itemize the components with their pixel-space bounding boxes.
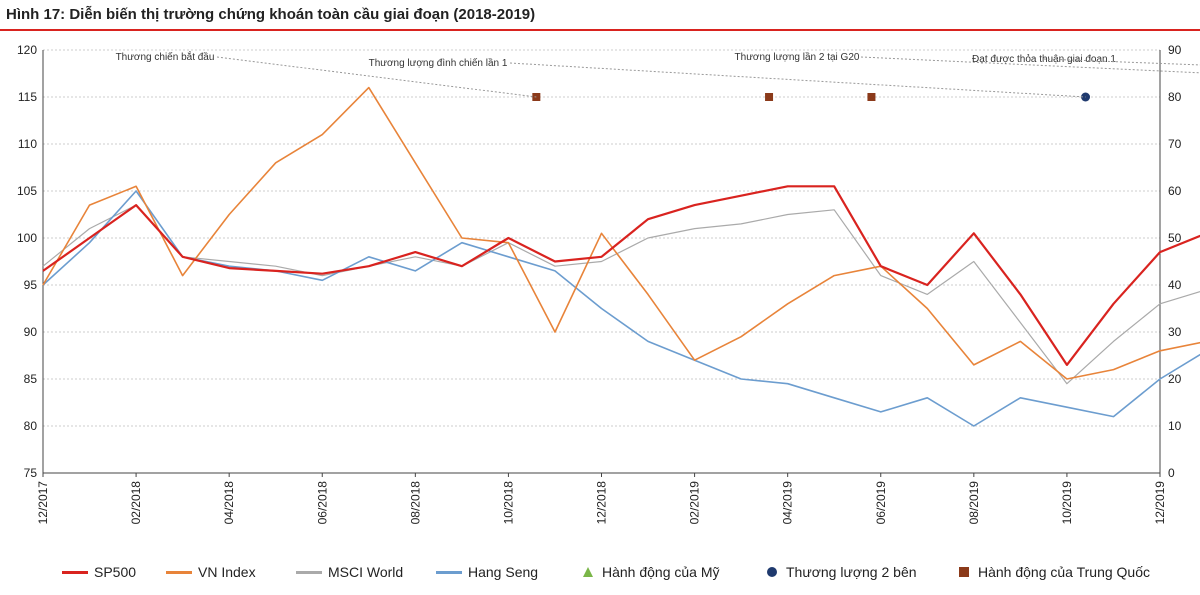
chart-legend: SP500 VN Index MSCI World Hang Seng Hành… — [0, 560, 1200, 586]
annotation-leader — [509, 62, 1086, 98]
legend-swatch — [166, 570, 192, 574]
china-action-marker — [867, 93, 876, 101]
y-left-tick-label: 75 — [24, 466, 38, 480]
series-line-sp500 — [42, 185, 1200, 366]
legend-item-hangseng: Hang Seng — [436, 564, 538, 580]
y-right-tick-label: 50 — [1168, 231, 1182, 245]
china-action-marker — [765, 93, 774, 101]
legend-item-vnindex: VN Index — [166, 564, 256, 580]
series-line-msci — [42, 204, 1200, 385]
y-left-tick-label: 80 — [24, 419, 38, 433]
x-tick-label: 12/2018 — [595, 481, 609, 525]
x-tick-label: 02/2018 — [129, 481, 143, 525]
y-left-tick-label: 100 — [17, 231, 37, 245]
x-tick-label: 12/2017 — [36, 481, 50, 525]
y-left-tick-label: 105 — [17, 184, 37, 198]
legend-item-china-action: Hành động của Trung Quốc — [958, 564, 1150, 580]
y-left-tick-label: 110 — [18, 137, 37, 151]
legend-label: MSCI World — [328, 564, 404, 580]
triangle-icon — [583, 567, 593, 577]
annotation-label: Thương lượng đình chiến lần 1 — [369, 57, 508, 69]
legend-item-sp500: SP500 — [62, 564, 136, 580]
y-right-tick-label: 20 — [1168, 372, 1182, 386]
x-tick-label: 04/2019 — [781, 481, 795, 525]
x-tick-label: 06/2018 — [315, 481, 329, 525]
x-tick-label: 08/2018 — [408, 481, 422, 525]
title-divider — [0, 29, 1200, 31]
legend-label: Thương lượng 2 bên — [786, 564, 917, 580]
legend-label: VN Index — [198, 564, 256, 580]
chart-area: 75 80 85 90 95 100 105 110 115 120 0 10 20 30 40 50 60 70… — [17, 43, 1200, 525]
y-left-tick-label: 90 — [24, 325, 38, 339]
y-right-tick-label: 80 — [1168, 90, 1182, 104]
y-right-tick-label: 40 — [1168, 278, 1182, 292]
legend-item-msci: MSCI World — [296, 564, 403, 580]
y-right-tick-label: 30 — [1168, 325, 1182, 339]
legend-label: SP500 — [94, 564, 137, 580]
x-tick-label: 06/2019 — [874, 481, 888, 525]
legend-swatch — [62, 570, 88, 574]
y-left-tick-label: 85 — [24, 372, 38, 386]
legend-swatch — [436, 570, 462, 574]
annotation-label: Thương chiến bắt đầu — [116, 50, 215, 63]
circle-icon — [767, 567, 777, 577]
y-right-tick-label: 60 — [1168, 184, 1182, 198]
x-tick-label: 08/2019 — [967, 481, 981, 525]
y-left-tick-label: 115 — [18, 90, 37, 104]
legend-item-negotiation: Thương lượng 2 bên — [766, 564, 917, 580]
legend-label: Hang Seng — [468, 564, 539, 580]
legend-swatch — [296, 570, 322, 574]
x-tick-label: 12/2019 — [1153, 481, 1167, 525]
annotation-leader — [216, 56, 537, 98]
y-left-tick-label: 120 — [17, 43, 37, 57]
legend-label: Hành động của Mỹ — [602, 564, 720, 580]
legend-item-us-action: Hành động của Mỹ — [582, 564, 720, 580]
y-left-tick-label: 95 — [24, 278, 38, 292]
x-tick-label: 10/2018 — [501, 481, 515, 525]
x-tick-label: 04/2018 — [222, 481, 236, 525]
x-tick-label: 02/2019 — [688, 481, 702, 525]
legend-label: Hành động của Trung Quốc — [978, 564, 1151, 580]
series-line-vnindex — [42, 86, 1200, 380]
annotation-label: Thương lượng lần 2 tại G20 — [735, 51, 860, 63]
y-right-tick-label: 10 — [1168, 419, 1182, 433]
series-line-hangseng — [42, 190, 1200, 427]
x-tick-label: 10/2019 — [1060, 481, 1074, 525]
chart-title: Hình 17: Diễn biến thị trường chứng khoá… — [6, 6, 536, 23]
y-right-tick-label: 90 — [1168, 43, 1182, 57]
y-right-tick-label: 70 — [1168, 137, 1182, 151]
square-icon — [959, 567, 969, 577]
y-right-tick-label: 0 — [1168, 466, 1175, 480]
